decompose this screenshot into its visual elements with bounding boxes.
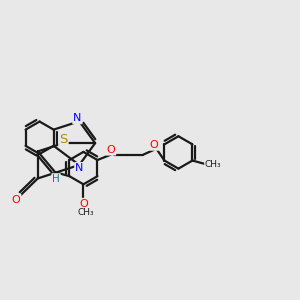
Text: CH₃: CH₃ (78, 208, 94, 217)
Text: H: H (52, 174, 60, 184)
Text: O: O (12, 194, 20, 205)
Text: N: N (73, 113, 82, 123)
Text: O: O (106, 145, 115, 155)
Text: CH₃: CH₃ (205, 160, 221, 169)
Text: O: O (79, 199, 88, 209)
Text: S: S (59, 133, 68, 146)
Text: O: O (150, 140, 158, 150)
Text: N: N (75, 163, 83, 173)
